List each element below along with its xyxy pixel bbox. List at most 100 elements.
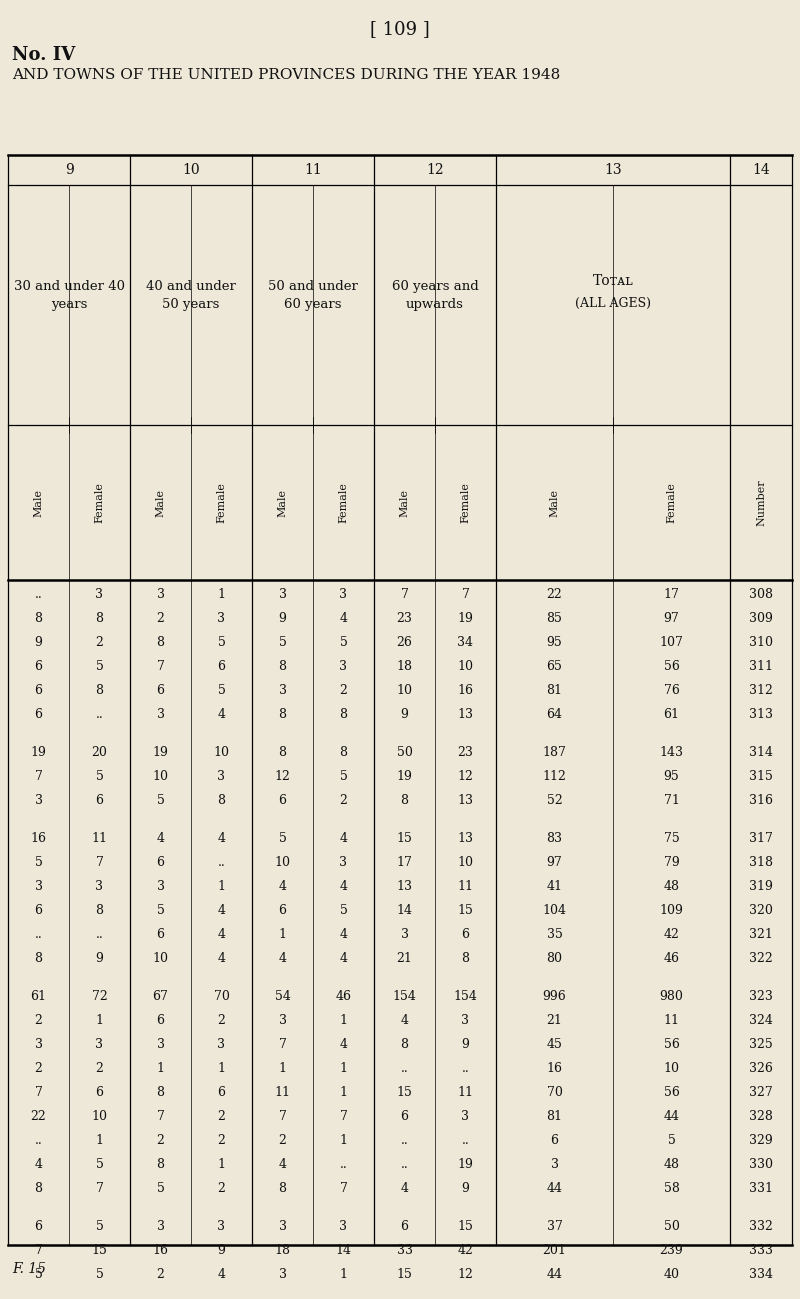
Text: 14: 14 <box>397 904 413 917</box>
Text: Number: Number <box>756 479 766 526</box>
Text: 9: 9 <box>218 1244 226 1257</box>
Text: ..: .. <box>34 927 42 940</box>
Text: 1: 1 <box>95 1134 103 1147</box>
Text: 3: 3 <box>278 588 286 601</box>
Text: 6: 6 <box>34 708 42 721</box>
Text: 2: 2 <box>34 1015 42 1028</box>
Text: 4: 4 <box>218 952 226 965</box>
Text: 112: 112 <box>542 770 566 783</box>
Text: 3: 3 <box>157 1220 165 1233</box>
Text: 61: 61 <box>30 990 46 1003</box>
Text: 6: 6 <box>218 1086 226 1099</box>
Text: 35: 35 <box>546 927 562 940</box>
Text: Female: Female <box>94 482 105 523</box>
Text: 67: 67 <box>153 990 169 1003</box>
Text: 8: 8 <box>157 1157 165 1170</box>
Text: 8: 8 <box>339 708 347 721</box>
Text: 3: 3 <box>218 1220 226 1233</box>
Text: 1: 1 <box>339 1134 347 1147</box>
Text: 9: 9 <box>95 952 103 965</box>
Text: 8: 8 <box>462 952 470 965</box>
Text: 332: 332 <box>749 1220 773 1233</box>
Text: 8: 8 <box>34 612 42 625</box>
Text: 1: 1 <box>218 1157 226 1170</box>
Text: 4: 4 <box>218 1268 226 1281</box>
Text: 109: 109 <box>659 904 683 917</box>
Text: 16: 16 <box>546 1061 562 1074</box>
Text: 5: 5 <box>157 1182 165 1195</box>
Text: 3: 3 <box>95 588 103 601</box>
Text: 3: 3 <box>218 1038 226 1051</box>
Text: 326: 326 <box>749 1061 773 1074</box>
Text: 12: 12 <box>274 770 290 783</box>
Text: 11: 11 <box>274 1086 290 1099</box>
Text: (ALL AGES): (ALL AGES) <box>575 296 651 309</box>
Text: 6: 6 <box>95 1086 103 1099</box>
Text: 4: 4 <box>218 927 226 940</box>
Text: 311: 311 <box>749 660 773 673</box>
Text: 50: 50 <box>663 1220 679 1233</box>
Text: 19: 19 <box>458 1157 474 1170</box>
Text: 7: 7 <box>95 1182 103 1195</box>
Text: 10: 10 <box>153 770 169 783</box>
Text: 12: 12 <box>458 770 474 783</box>
Text: 3: 3 <box>218 770 226 783</box>
Text: 10: 10 <box>663 1061 679 1074</box>
Text: 10: 10 <box>458 660 474 673</box>
Text: ..: .. <box>401 1061 408 1074</box>
Text: 1: 1 <box>218 588 226 601</box>
Text: 50 and under
60 years: 50 and under 60 years <box>268 279 358 310</box>
Text: 16: 16 <box>458 683 474 696</box>
Text: 23: 23 <box>397 612 413 625</box>
Text: 97: 97 <box>664 612 679 625</box>
Text: 11: 11 <box>458 879 474 892</box>
Text: 7: 7 <box>339 1182 347 1195</box>
Text: 15: 15 <box>397 831 413 844</box>
Text: 10: 10 <box>182 162 200 177</box>
Text: 11: 11 <box>663 1015 679 1028</box>
Text: 107: 107 <box>659 637 683 650</box>
Text: 22: 22 <box>546 588 562 601</box>
Text: 44: 44 <box>663 1109 679 1122</box>
Text: 7: 7 <box>34 1086 42 1099</box>
Text: 54: 54 <box>274 990 290 1003</box>
Text: 10: 10 <box>458 856 474 869</box>
Text: 3: 3 <box>278 1268 286 1281</box>
Text: ..: .. <box>401 1157 408 1170</box>
Text: 5: 5 <box>34 856 42 869</box>
Text: 58: 58 <box>663 1182 679 1195</box>
Text: 3: 3 <box>339 856 347 869</box>
Text: 9: 9 <box>34 637 42 650</box>
Text: 6: 6 <box>34 904 42 917</box>
Text: 6: 6 <box>278 904 286 917</box>
Text: 330: 330 <box>749 1157 773 1170</box>
Text: 7: 7 <box>462 588 470 601</box>
Text: 312: 312 <box>749 683 773 696</box>
Text: 9: 9 <box>462 1038 470 1051</box>
Text: 327: 327 <box>749 1086 773 1099</box>
Text: 4: 4 <box>339 927 347 940</box>
Text: 41: 41 <box>546 879 562 892</box>
Text: Female: Female <box>666 482 677 523</box>
Text: 14: 14 <box>752 162 770 177</box>
Text: 44: 44 <box>546 1268 562 1281</box>
Text: 3: 3 <box>34 794 42 807</box>
Text: 6: 6 <box>157 856 165 869</box>
Text: 6: 6 <box>462 927 470 940</box>
Text: 316: 316 <box>749 794 773 807</box>
Text: ..: .. <box>96 927 103 940</box>
Text: 2: 2 <box>157 612 165 625</box>
Text: 8: 8 <box>157 637 165 650</box>
Text: 15: 15 <box>458 904 474 917</box>
Text: Male: Male <box>399 488 410 517</box>
Text: 65: 65 <box>546 660 562 673</box>
Text: 8: 8 <box>95 904 103 917</box>
Text: 5: 5 <box>339 904 347 917</box>
Text: 19: 19 <box>30 746 46 759</box>
Text: 7: 7 <box>95 856 103 869</box>
Text: 315: 315 <box>749 770 773 783</box>
Text: 5: 5 <box>95 770 103 783</box>
Text: 71: 71 <box>663 794 679 807</box>
Text: 45: 45 <box>546 1038 562 1051</box>
Text: 309: 309 <box>749 612 773 625</box>
